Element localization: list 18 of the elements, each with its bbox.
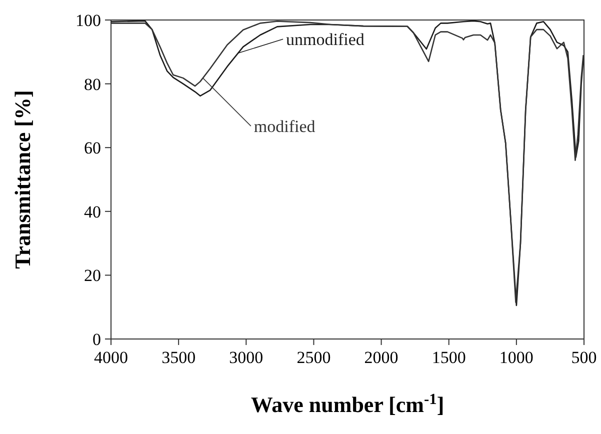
x-tick-label: 1000: [499, 348, 534, 367]
text: modified: [254, 117, 316, 136]
x-tick-label: 4000: [94, 348, 128, 367]
x-tick-label: 500: [571, 348, 597, 367]
legend-label: unmodified: [286, 30, 365, 50]
x-tick-label: 2000: [364, 348, 398, 367]
x-tick-label: 2500: [296, 348, 331, 367]
y-axis-title: Transmittance [%]: [10, 90, 35, 269]
x-tick-label: 3000: [229, 348, 264, 367]
x-axis-title: Wave number [cm$^{-1}$]: [250, 390, 444, 417]
y-tick-label: 20: [84, 266, 101, 286]
y-tick-label: 40: [84, 202, 101, 222]
x-tick-label: 1500: [432, 348, 466, 367]
y-tick-label: 0: [92, 330, 101, 349]
y-tick-label: 100: [76, 11, 101, 30]
x-tick-label: 3500: [162, 348, 196, 367]
y-tick-label: 80: [84, 74, 101, 94]
y-tick-label: 60: [84, 138, 101, 158]
